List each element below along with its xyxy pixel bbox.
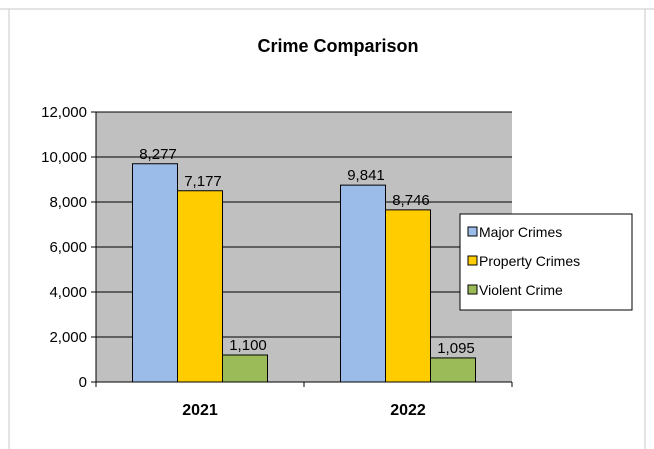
data-label: 7,177 xyxy=(184,173,222,190)
y-tick-label: 4,000 xyxy=(49,284,87,301)
y-tick-label: 10,000 xyxy=(41,149,87,166)
legend-label: Violent Crime xyxy=(479,282,563,298)
y-tick-label: 8,000 xyxy=(49,194,87,211)
plot-area: 0 2,000 4,000 6,000 8,000 10,000 12,000 8,277 7,… xyxy=(41,104,513,419)
legend-swatch xyxy=(467,255,478,266)
y-tick-label: 6,000 xyxy=(49,239,87,256)
bar xyxy=(222,354,268,383)
y-tick-label: 2,000 xyxy=(49,329,87,346)
legend-label: Property Crimes xyxy=(479,253,580,269)
data-label: 8,277 xyxy=(139,146,177,163)
legend-box xyxy=(459,213,633,311)
x-tick-label: 2022 xyxy=(390,402,426,419)
legend-swatch xyxy=(467,284,478,295)
y-tick-label: 0 xyxy=(79,374,87,391)
bar xyxy=(132,163,178,383)
legend-label: Major Crimes xyxy=(479,224,562,240)
data-label: 9,841 xyxy=(347,167,385,184)
legend-swatch xyxy=(467,226,478,237)
bar xyxy=(177,190,223,383)
data-label: 8,746 xyxy=(392,192,430,209)
frame-lines xyxy=(0,8,654,449)
chart-title: Crime Comparison xyxy=(257,36,418,56)
y-tick-label: 12,000 xyxy=(41,104,87,121)
data-label: 1,095 xyxy=(437,340,475,357)
bar xyxy=(430,357,476,383)
x-tick-label: 2021 xyxy=(182,402,218,419)
bar xyxy=(385,209,431,383)
data-label: 1,100 xyxy=(229,337,267,354)
legend: Major Crimes Property Crimes Violent Crime xyxy=(459,213,633,311)
bar xyxy=(340,184,386,383)
